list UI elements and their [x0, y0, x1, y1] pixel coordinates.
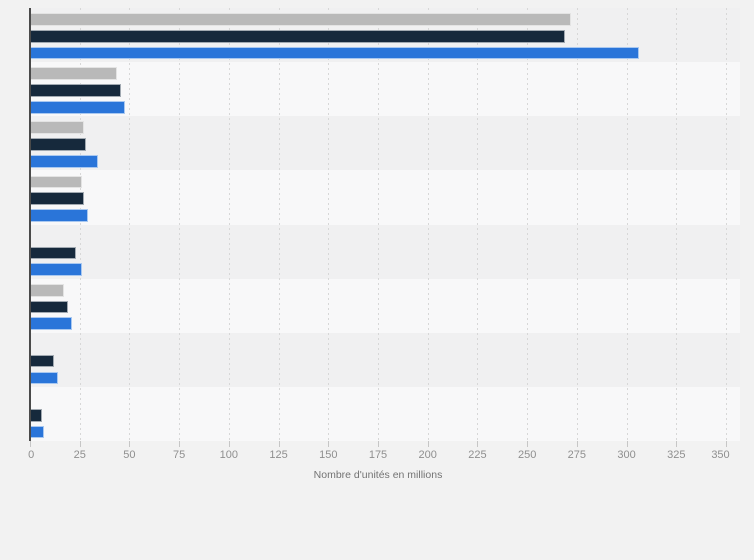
x-tick-label-200: 200 [418, 449, 437, 461]
bar-group2-series-darkblue[interactable] [30, 84, 122, 97]
gridline-200 [427, 8, 429, 441]
x-tick-label-125: 125 [269, 449, 288, 461]
x-tick-75 [179, 441, 181, 447]
x-tick-325 [676, 441, 678, 447]
bar-group6-series-darkblue[interactable] [30, 300, 68, 314]
gridline-25 [79, 8, 81, 441]
bar-group6-series-gray[interactable] [30, 283, 64, 297]
gridline-300 [626, 8, 628, 441]
bar-group8-series-blue[interactable] [30, 425, 44, 439]
x-tick-label-350: 350 [711, 449, 730, 461]
row-band-5 [30, 224, 740, 279]
bar-group4-series-blue[interactable] [30, 209, 88, 222]
x-tick-label-300: 300 [617, 449, 636, 461]
x-tick-label-100: 100 [219, 449, 239, 461]
gridline-75 [179, 8, 181, 441]
bar-group4-series-gray[interactable] [30, 175, 82, 189]
bar-group3-series-darkblue[interactable] [30, 138, 86, 151]
row-band-8 [30, 386, 740, 441]
bar-group2-series-blue[interactable] [30, 100, 126, 114]
x-tick-label-225: 225 [468, 449, 487, 461]
gridline-50 [129, 8, 131, 441]
x-tick-125 [278, 441, 280, 447]
bar-group7-series-blue[interactable] [30, 371, 58, 385]
x-tick-label-275: 275 [567, 449, 587, 461]
bar-group8-series-darkblue[interactable] [30, 408, 42, 422]
bar-group4-series-darkblue[interactable] [30, 192, 84, 206]
gridline-100 [228, 8, 230, 441]
gridline-175 [378, 8, 379, 441]
y-axis-line [28, 8, 31, 441]
row-band-3 [30, 116, 740, 171]
bar-group5-series-blue[interactable] [30, 263, 82, 276]
x-tick-label-25: 25 [73, 449, 86, 461]
horizontal-grouped-bar-chart: 0 25 50 75 100 125 150 175 200 225 250 275 300 325 350… [28, 8, 740, 481]
x-axis-title: Nombre d'unités en millions [313, 469, 443, 481]
bar-group1-series-blue[interactable] [30, 46, 639, 60]
row-band-4 [30, 170, 740, 225]
x-tick-300 [626, 441, 628, 447]
bar-group3-series-gray[interactable] [30, 121, 84, 135]
gridline-125 [278, 8, 280, 441]
gridline-350 [726, 8, 727, 441]
x-tick-100 [228, 441, 230, 447]
bar-group7-series-darkblue[interactable] [30, 354, 54, 368]
x-tick-50 [129, 441, 131, 447]
gridline-250 [527, 8, 529, 441]
x-tick-175 [378, 441, 379, 447]
x-tick-label-0: 0 [28, 449, 35, 461]
gridline-150 [328, 8, 330, 441]
row-band-7 [30, 332, 740, 387]
x-tick-label-150: 150 [319, 449, 338, 461]
x-tick-200 [427, 441, 429, 447]
bar-group2-series-gray[interactable] [30, 67, 118, 80]
bar-group3-series-blue[interactable] [30, 155, 98, 168]
x-tick-label-50: 50 [123, 449, 136, 461]
x-tick-275 [576, 441, 578, 447]
gridline-325 [676, 8, 678, 441]
x-tick-25 [79, 441, 81, 447]
x-tick-label-175: 175 [368, 449, 388, 461]
bar-group1-series-gray[interactable] [30, 13, 571, 26]
x-tick-label-75: 75 [173, 449, 186, 461]
x-tick-350 [726, 441, 727, 447]
x-tick-0 [30, 441, 31, 447]
bar-group1-series-darkblue[interactable] [30, 30, 565, 43]
row-band-2 [30, 62, 740, 117]
x-tick-225 [477, 441, 479, 447]
x-tick-label-250: 250 [517, 449, 537, 461]
bar-group5-series-darkblue[interactable] [30, 246, 76, 260]
gridline-275 [576, 8, 578, 441]
x-tick-150 [328, 441, 330, 447]
x-tick-label-325: 325 [667, 449, 686, 461]
bar-group6-series-blue[interactable] [30, 317, 72, 331]
row-band-6 [30, 278, 740, 333]
x-tick-250 [527, 441, 529, 447]
gridline-225 [477, 8, 479, 441]
